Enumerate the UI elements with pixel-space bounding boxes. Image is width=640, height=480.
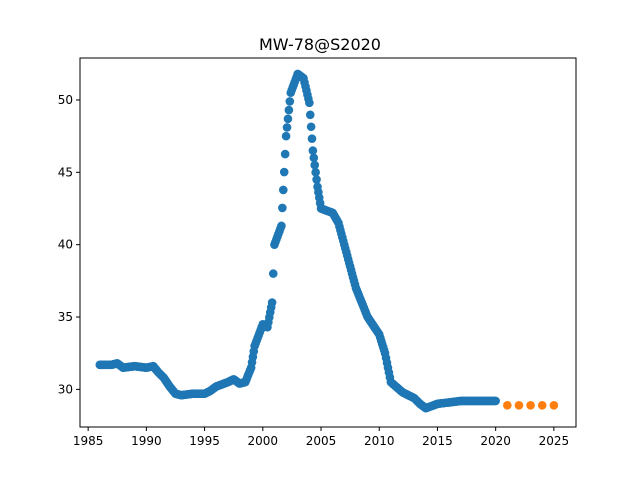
x-tick-label: 2020 — [480, 434, 511, 448]
data-point — [268, 269, 278, 278]
data-point — [278, 185, 288, 195]
x-tick-label: 2010 — [364, 434, 395, 448]
y-tick-label: 40 — [58, 238, 73, 252]
data-point — [311, 168, 320, 177]
data-point — [305, 98, 314, 108]
axes-frame — [79, 57, 577, 428]
data-point — [491, 396, 500, 406]
data-point — [307, 134, 317, 143]
series-1 — [503, 400, 559, 410]
chart-title: MW-78@S2020 — [259, 35, 381, 54]
data-point — [503, 400, 512, 410]
y-tick-label: 50 — [58, 93, 73, 107]
y-tick-label: 45 — [58, 165, 73, 179]
data-point — [285, 97, 295, 106]
x-tick-label: 1990 — [131, 434, 162, 448]
x-tick-label: 2025 — [539, 434, 570, 448]
data-point — [280, 149, 290, 159]
x-tick-label: 2015 — [422, 434, 453, 448]
data-point — [267, 298, 277, 307]
x-tick-label: 1995 — [189, 434, 220, 448]
data-point — [284, 105, 294, 115]
x-tick-label: 2000 — [248, 434, 279, 448]
data-point — [306, 122, 316, 132]
data-point — [549, 400, 559, 410]
data-point — [526, 400, 535, 410]
x-tick-label: 1985 — [73, 434, 104, 448]
series-0 — [95, 69, 500, 413]
data-point — [537, 400, 547, 410]
data-point — [278, 203, 287, 213]
data-point — [309, 153, 319, 163]
x-tick-label: 2005 — [306, 434, 337, 448]
data-point — [283, 114, 293, 124]
data-point — [279, 167, 289, 177]
data-point — [282, 123, 292, 132]
data-point — [308, 146, 318, 155]
data-point — [281, 131, 291, 141]
data-point — [305, 110, 315, 120]
y-tick-label: 30 — [58, 382, 73, 396]
y-tick-label: 35 — [58, 310, 73, 324]
data-point — [310, 160, 320, 170]
data-point — [312, 175, 321, 184]
axes-layer: 1985 1990 1995 2000 2005 2010 2015 2020 2025 30 35… — [58, 57, 577, 448]
data-point — [277, 221, 286, 231]
series-layer — [95, 69, 559, 413]
data-point — [514, 400, 524, 410]
